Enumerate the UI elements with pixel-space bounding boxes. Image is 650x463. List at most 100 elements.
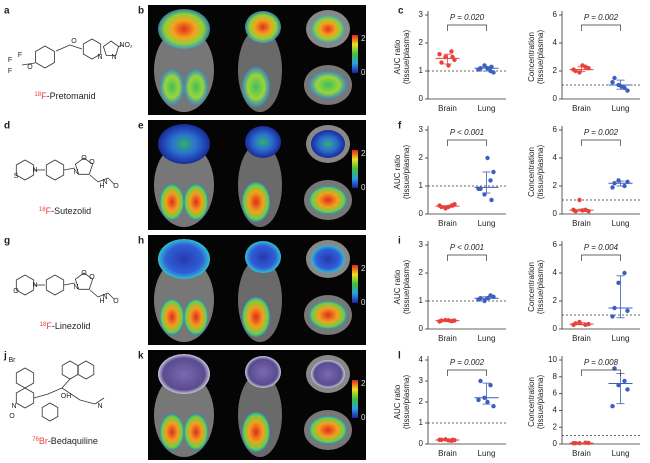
data-point bbox=[616, 383, 621, 388]
atom-label: O bbox=[71, 38, 77, 45]
panel-letter: g bbox=[4, 236, 10, 247]
atom-label: O bbox=[13, 288, 19, 295]
lung-signal bbox=[160, 299, 184, 335]
data-point bbox=[622, 183, 627, 189]
atom-label: Br bbox=[9, 357, 17, 364]
x-tick-label: Lung bbox=[612, 219, 630, 228]
x-tick-label: Lung bbox=[478, 449, 496, 458]
x-tick-label: Brain bbox=[438, 219, 457, 228]
atom-label: O bbox=[81, 270, 87, 277]
lung-signal bbox=[309, 186, 347, 214]
bond bbox=[97, 292, 109, 298]
bond bbox=[107, 292, 115, 300]
y-tick-label: 0 bbox=[419, 94, 424, 103]
data-point bbox=[586, 66, 591, 71]
x-tick-label: Lung bbox=[478, 104, 496, 113]
y-axis-label: AUC ratio bbox=[393, 269, 402, 304]
atom-label: N bbox=[111, 54, 116, 61]
bond bbox=[79, 399, 96, 405]
data-point bbox=[610, 80, 615, 85]
y-tick-label: 4 bbox=[419, 355, 424, 364]
data-point bbox=[612, 181, 617, 186]
colorbar bbox=[352, 150, 358, 188]
y-axis-label: (tissue/plasma) bbox=[536, 30, 545, 85]
x-tick-label: Brain bbox=[572, 219, 591, 228]
x-tick-label: Lung bbox=[478, 219, 496, 228]
atom-label: O bbox=[113, 298, 119, 305]
bond bbox=[89, 174, 99, 183]
ring bbox=[82, 38, 102, 60]
significance-bracket bbox=[581, 139, 621, 146]
head-signal bbox=[245, 241, 281, 273]
compound: -Pretomanid bbox=[47, 91, 96, 101]
data-point bbox=[625, 88, 630, 93]
data-point bbox=[446, 204, 451, 210]
data-point bbox=[482, 298, 487, 304]
element: Br bbox=[39, 436, 48, 446]
data-point bbox=[482, 395, 487, 400]
data-point bbox=[571, 67, 576, 72]
significance-bracket bbox=[447, 369, 487, 376]
atom-label: N bbox=[102, 179, 107, 186]
lung-signal bbox=[160, 414, 184, 450]
data-point bbox=[476, 186, 481, 191]
colorbar bbox=[352, 35, 358, 73]
y-tick-label: 1 bbox=[419, 418, 424, 427]
data-point bbox=[580, 208, 585, 213]
atom-label: N bbox=[102, 294, 107, 301]
ring bbox=[45, 274, 65, 296]
data-point bbox=[450, 437, 455, 442]
atom-label: S bbox=[14, 173, 19, 180]
x-tick-label: Lung bbox=[612, 449, 630, 458]
significance-bracket bbox=[581, 24, 621, 31]
colorbar-tick-label: 0 bbox=[361, 183, 366, 192]
y-tick-label: 3 bbox=[419, 240, 424, 249]
compound: -Linezolid bbox=[52, 321, 91, 331]
compound-name: 18F-Sutezolid bbox=[39, 206, 91, 216]
lung-signal bbox=[160, 184, 184, 220]
colorbar-tick-label: 2 bbox=[361, 34, 366, 43]
isotope: 18 bbox=[39, 207, 46, 213]
x-tick-label: Lung bbox=[612, 104, 630, 113]
data-point bbox=[580, 63, 585, 68]
data-point bbox=[491, 404, 496, 409]
compound: -Sutezolid bbox=[51, 206, 91, 216]
x-tick-label: Brain bbox=[438, 334, 457, 343]
y-tick-label: 4 bbox=[553, 38, 558, 47]
atom-label: O bbox=[27, 64, 33, 71]
lung-signal bbox=[184, 414, 208, 450]
lung-signal bbox=[242, 297, 270, 337]
x-tick-label: Brain bbox=[572, 104, 591, 113]
data-point bbox=[482, 192, 487, 197]
head-signal bbox=[311, 360, 345, 388]
lung-signal bbox=[309, 71, 347, 99]
y-tick-label: 0 bbox=[419, 439, 424, 448]
y-tick-label: 2 bbox=[553, 296, 558, 305]
data-point bbox=[577, 440, 582, 446]
y-tick-label: 2 bbox=[553, 422, 558, 431]
compound-name: 18F-Pretomanid bbox=[34, 91, 95, 101]
y-tick-label: 1 bbox=[419, 66, 424, 75]
lung-signal bbox=[242, 412, 270, 452]
y-tick-label: 4 bbox=[553, 153, 558, 162]
y-tick-label: 6 bbox=[553, 125, 558, 134]
y-tick-label: 1 bbox=[419, 181, 424, 190]
p-value: P = 0.008 bbox=[584, 358, 619, 367]
atom-label: O bbox=[9, 413, 15, 420]
data-point bbox=[450, 203, 455, 208]
ring bbox=[35, 45, 55, 69]
y-tick-label: 0 bbox=[419, 324, 424, 333]
data-point bbox=[610, 314, 615, 319]
panel-letter: a bbox=[4, 6, 10, 17]
head-signal bbox=[158, 124, 210, 164]
atom-label: NO₂ bbox=[119, 42, 133, 49]
x-tick-label: Lung bbox=[478, 334, 496, 343]
data-point bbox=[489, 197, 494, 203]
data-point bbox=[446, 63, 451, 68]
panel-letter: d bbox=[4, 121, 10, 132]
data-point bbox=[571, 322, 576, 327]
ring bbox=[15, 159, 35, 181]
data-point bbox=[478, 378, 483, 384]
pet-images: 20 bbox=[148, 350, 366, 460]
